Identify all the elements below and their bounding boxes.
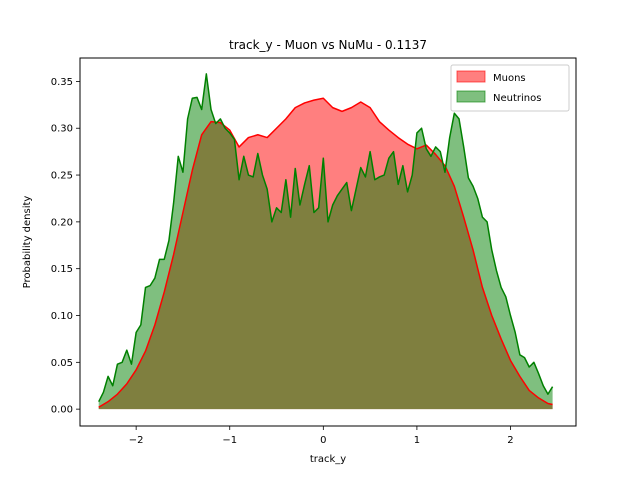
y-axis-label: Probability density xyxy=(22,196,33,289)
legend-label-muons: Muons xyxy=(493,73,526,84)
y-tick-label: 0.10 xyxy=(51,311,73,322)
chart-title: track_y - Muon vs NuMu - 0.1137 xyxy=(229,38,427,52)
y-tick-label: 0.30 xyxy=(51,124,73,135)
y-axis: 0.00 0.05 0.10 0.15 0.20 0.25 0.30 0.35 xyxy=(51,77,80,416)
series-line-muons xyxy=(98,97,553,408)
y-tick-label: 0.20 xyxy=(51,217,73,228)
series-layer xyxy=(98,73,554,410)
plot-frame xyxy=(79,57,577,427)
x-tick-label: −1 xyxy=(222,435,237,446)
x-tick-label: −2 xyxy=(129,435,144,446)
y-tick-label: 0.15 xyxy=(51,264,73,275)
legend-label-neutrinos: Neutrinos xyxy=(493,93,541,104)
x-tick-label: 2 xyxy=(507,435,513,446)
legend-swatch-neutrinos xyxy=(456,90,486,103)
y-tick-label: 0.35 xyxy=(51,77,73,88)
x-axis-label: track_y xyxy=(310,454,346,465)
series-line-neutrinos xyxy=(98,73,554,402)
x-axis: −2 −1 0 1 2 xyxy=(129,426,514,446)
y-tick-label: 0.05 xyxy=(51,358,73,369)
legend-swatch-muons xyxy=(456,70,486,83)
legend: Muons Neutrinos xyxy=(450,64,570,112)
y-tick-label: 0.00 xyxy=(51,405,73,416)
x-tick-label: 1 xyxy=(414,435,420,446)
y-tick-label: 0.25 xyxy=(51,171,73,182)
x-tick-label: 0 xyxy=(320,435,326,446)
